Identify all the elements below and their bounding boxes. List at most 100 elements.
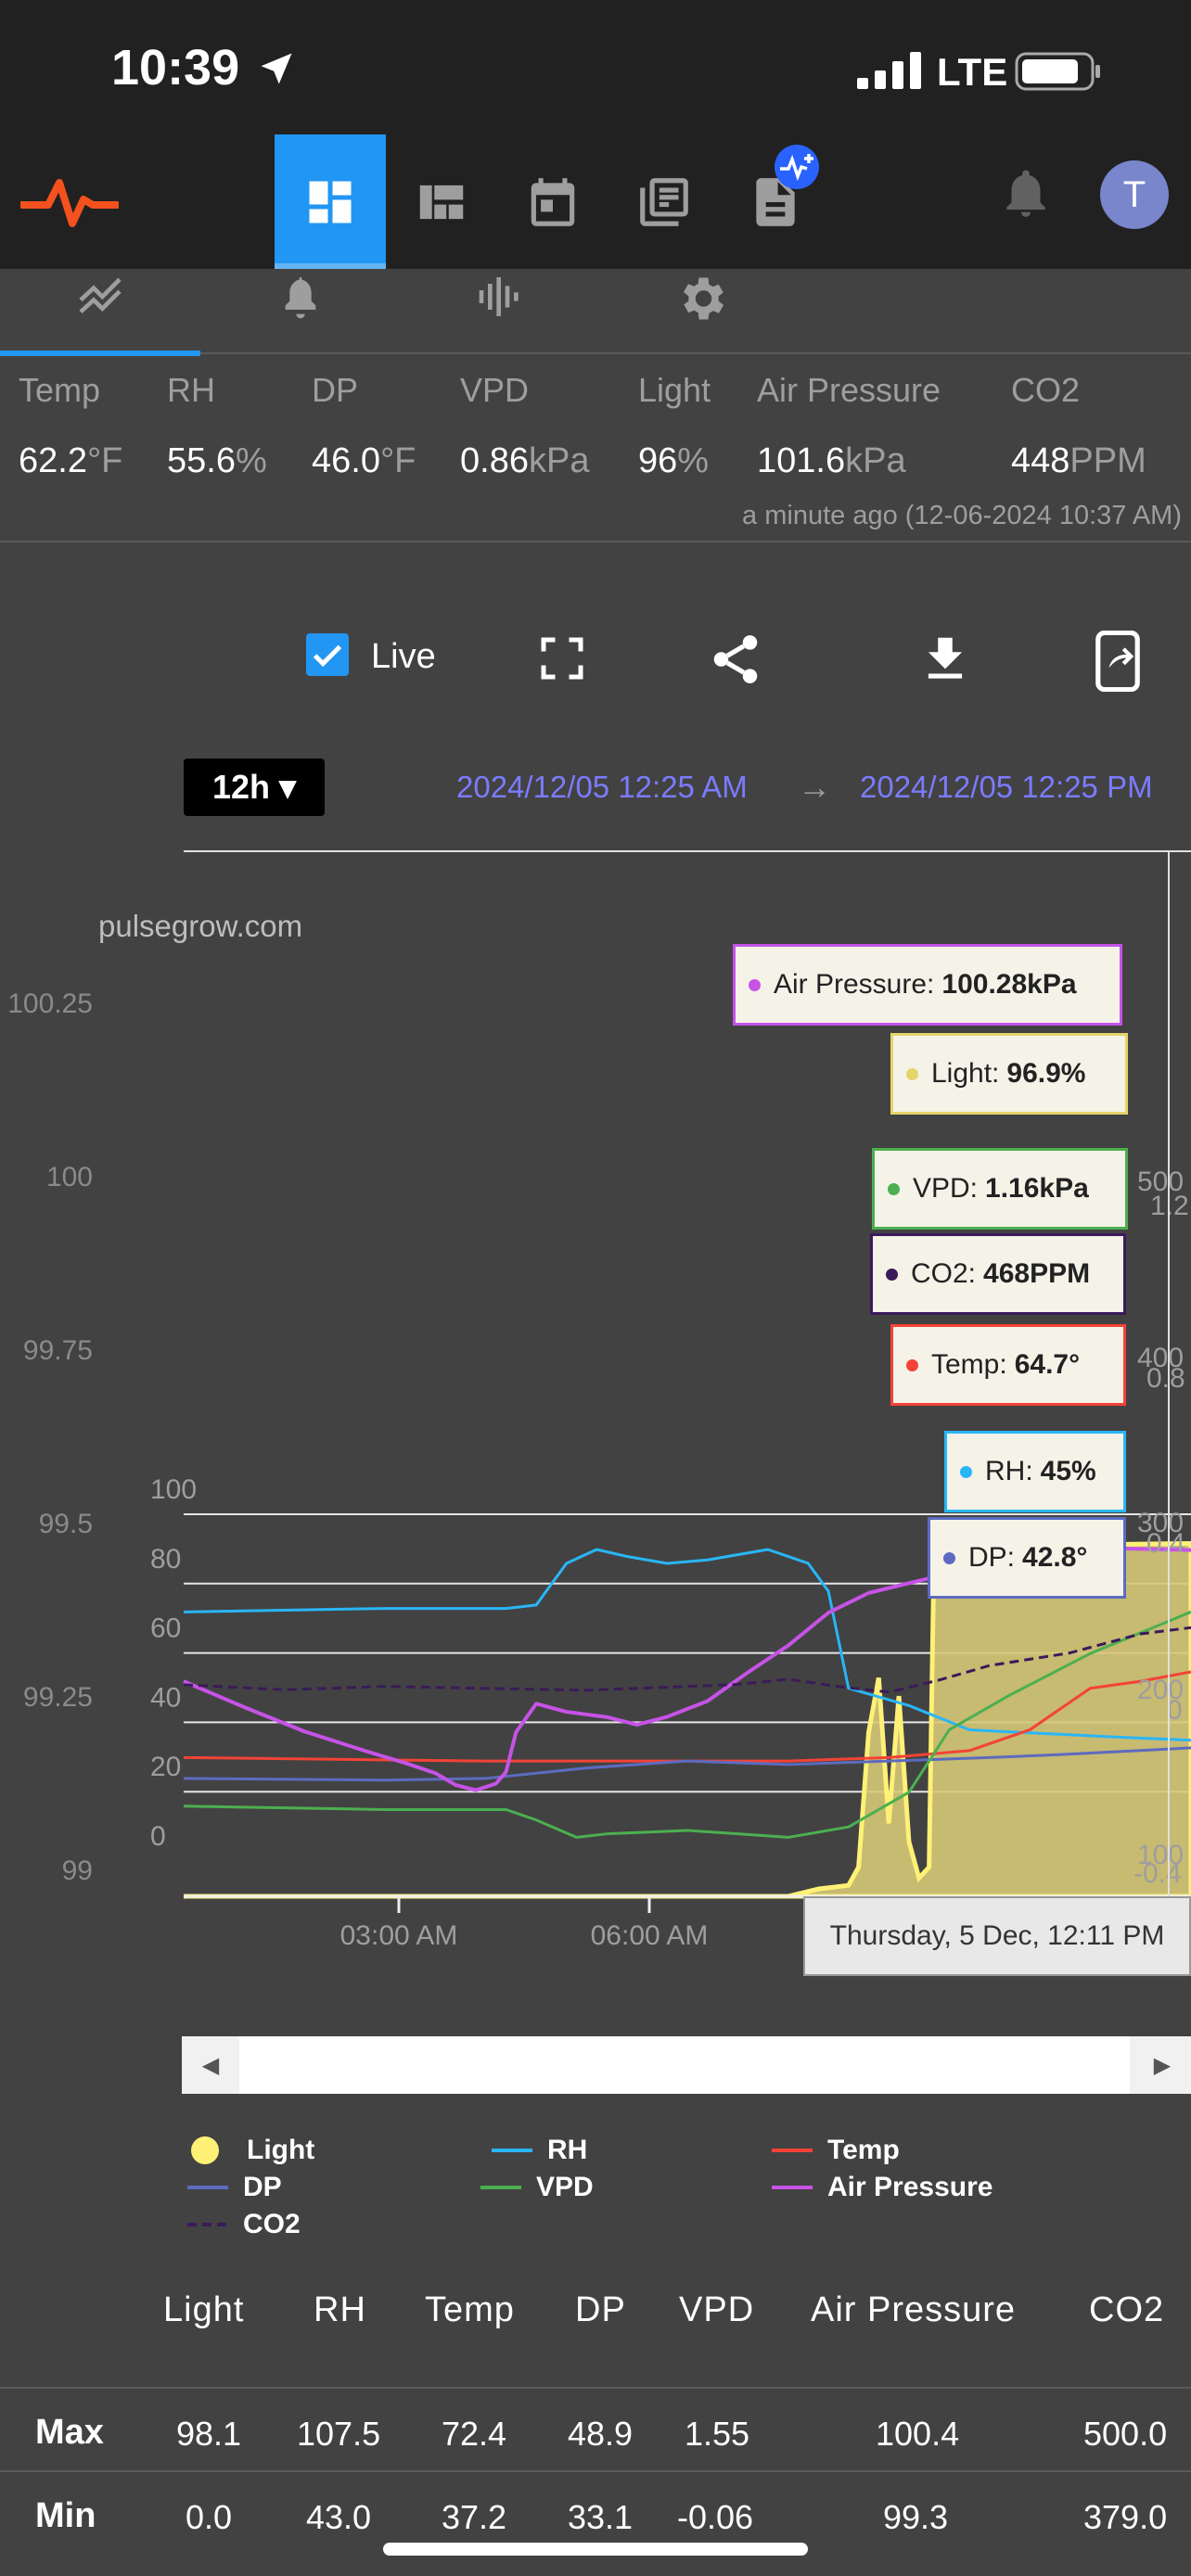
scroll-thumb[interactable]	[239, 2036, 1130, 2094]
tooltip-co2: CO2: 468PPM	[870, 1233, 1126, 1315]
nav-devices-tab[interactable]	[608, 134, 720, 269]
sensor-label-light: Light	[638, 371, 711, 409]
stat-min-temp: 37.2	[442, 2498, 507, 2536]
legend-item-light[interactable]: Light	[191, 2135, 314, 2166]
y-tick-label: 40	[150, 1682, 181, 1713]
stats-row-divider	[0, 2470, 1191, 2472]
tooltip-dot	[906, 1067, 918, 1080]
tab-sensors[interactable]	[401, 269, 601, 354]
series-line-dp	[183, 1746, 1191, 1782]
tab-settings[interactable]	[601, 269, 801, 354]
series-line-vpd	[183, 1610, 1191, 1839]
stat-min-light: 0.0	[186, 2498, 233, 2536]
nav-reports-tab[interactable]	[720, 134, 831, 269]
series-line-temp	[183, 1670, 1191, 1763]
stat-col-air-pressure: Air Pressure	[811, 2290, 1017, 2329]
right-axis-tick-label: 100	[1137, 1840, 1184, 1870]
right-axis-tick-label: 0	[1167, 1695, 1183, 1726]
tooltip-rh: RH: 45%	[944, 1431, 1126, 1512]
pressure-tick-label: 100	[46, 1162, 93, 1192]
legend-item-temp[interactable]: Temp	[772, 2135, 900, 2166]
tooltip-dot	[906, 1358, 918, 1371]
tab-alerts[interactable]	[200, 269, 401, 354]
nav-calendar-tab[interactable]	[497, 134, 608, 269]
divider	[0, 541, 1191, 542]
right-axis-tick-label: -0.4	[1133, 1858, 1182, 1889]
fullscreen-icon[interactable]	[534, 631, 590, 686]
home-indicator[interactable]	[383, 2543, 808, 2556]
tab-chart[interactable]	[0, 269, 200, 356]
chart-line-icon	[79, 277, 122, 314]
tooltip-dot	[960, 1465, 972, 1478]
chart-scrollbar[interactable]: ◀ ▶	[182, 2036, 1191, 2094]
pressure-tick-label: 100.25	[7, 988, 93, 1019]
pulse-logo-icon[interactable]	[20, 164, 119, 238]
legend-item-co2[interactable]: CO2	[187, 2209, 301, 2240]
series-line-rh	[183, 1548, 1191, 1742]
x-tick-label: 03:00 AM	[340, 1920, 458, 1947]
legend-item-dp[interactable]: DP	[187, 2172, 282, 2203]
range-to-date[interactable]: 2024/12/05 12:25 PM	[860, 770, 1153, 804]
stat-min-rh: 43.0	[306, 2498, 372, 2536]
stat-max-rh: 107.5	[297, 2415, 381, 2453]
right-axis-tick-label: 400	[1137, 1343, 1184, 1373]
legend-swatch-vpd	[480, 2186, 521, 2189]
sensor-label-co2: CO2	[1011, 371, 1081, 409]
legend-swatch-dp	[187, 2186, 228, 2189]
download-icon[interactable]	[916, 631, 974, 688]
pulse-badge-icon	[775, 145, 819, 189]
export-device-icon[interactable]	[1091, 631, 1145, 692]
stat-min-co2: 379.0	[1083, 2498, 1168, 2536]
location-arrow-icon	[261, 53, 292, 84]
right-axis-tick-label: 500	[1137, 1167, 1184, 1197]
y-tick-label: 60	[150, 1613, 181, 1644]
stat-min-dp: 33.1	[568, 2498, 634, 2536]
live-checkbox[interactable]	[306, 633, 349, 676]
stat-col-co2: CO2	[1089, 2290, 1165, 2329]
y-tick-label: 20	[150, 1752, 181, 1782]
stats-row-divider	[0, 2387, 1191, 2389]
legend-item-air-pressure[interactable]: Air Pressure	[772, 2172, 992, 2203]
tooltip-dp: DP: 42.8°	[928, 1517, 1126, 1599]
nav-layout-tab[interactable]	[386, 134, 497, 269]
tooltip-dot	[943, 1551, 955, 1564]
tooltip-value: 45%	[1040, 1456, 1096, 1486]
tooltip-value: 64.7°	[1014, 1349, 1081, 1380]
crosshair-time-tooltip: Thursday, 5 Dec, 12:11 PM	[803, 1896, 1191, 1976]
check-icon	[313, 644, 342, 668]
sensor-value-light: 96%	[638, 441, 710, 480]
range-arrow: →	[798, 768, 831, 806]
pressure-tick-label: 99.5	[39, 1509, 93, 1539]
legend-item-vpd[interactable]: VPD	[480, 2172, 594, 2203]
stat-row-label-min: Min	[35, 2496, 96, 2535]
avatar[interactable]: T	[1100, 160, 1169, 229]
right-axis-tick-label: 0.8	[1146, 1363, 1185, 1394]
tooltip-value: 100.28kPa	[941, 969, 1077, 1000]
stat-max-dp: 48.9	[568, 2415, 634, 2453]
live-label[interactable]: Live	[371, 637, 436, 676]
devices-icon	[640, 177, 688, 226]
stat-max-air-pressure: 100.4	[876, 2415, 960, 2453]
nav-dashboard-tab[interactable]	[275, 134, 386, 269]
sensor-value-rh: 55.6%	[167, 441, 267, 480]
series-line-co2	[183, 1626, 1191, 1694]
tooltip-value: 96.9%	[1006, 1058, 1086, 1089]
sensor-label-dp: DP	[312, 371, 359, 409]
share-icon[interactable]	[707, 631, 764, 688]
scroll-right-button[interactable]: ▶	[1133, 2036, 1191, 2094]
range-from-date[interactable]: 2024/12/05 12:25 AM	[456, 770, 748, 804]
network-type: LTE	[937, 50, 1008, 94]
sensor-bars-icon	[479, 277, 519, 316]
legend-swatch-air-pressure	[772, 2186, 813, 2189]
bell-icon[interactable]	[997, 160, 1055, 225]
range-dropdown[interactable]: 12h ▾	[184, 759, 325, 816]
chart-subtabs	[0, 269, 1191, 356]
legend-swatch-rh	[492, 2149, 532, 2152]
sensor-line-chart[interactable]: pulsegrow.com 0 20 40 60 80 100 99 99.25 99.5 99.7…	[0, 835, 1191, 1947]
legend-swatch-temp	[772, 2149, 813, 2152]
scroll-left-button[interactable]: ◀	[182, 2036, 239, 2094]
status-time: 10:39	[111, 40, 240, 96]
stat-max-vpd: 1.55	[685, 2415, 750, 2453]
legend-item-rh[interactable]: RH	[492, 2135, 587, 2166]
tooltip-value: 42.8°	[1022, 1542, 1088, 1573]
